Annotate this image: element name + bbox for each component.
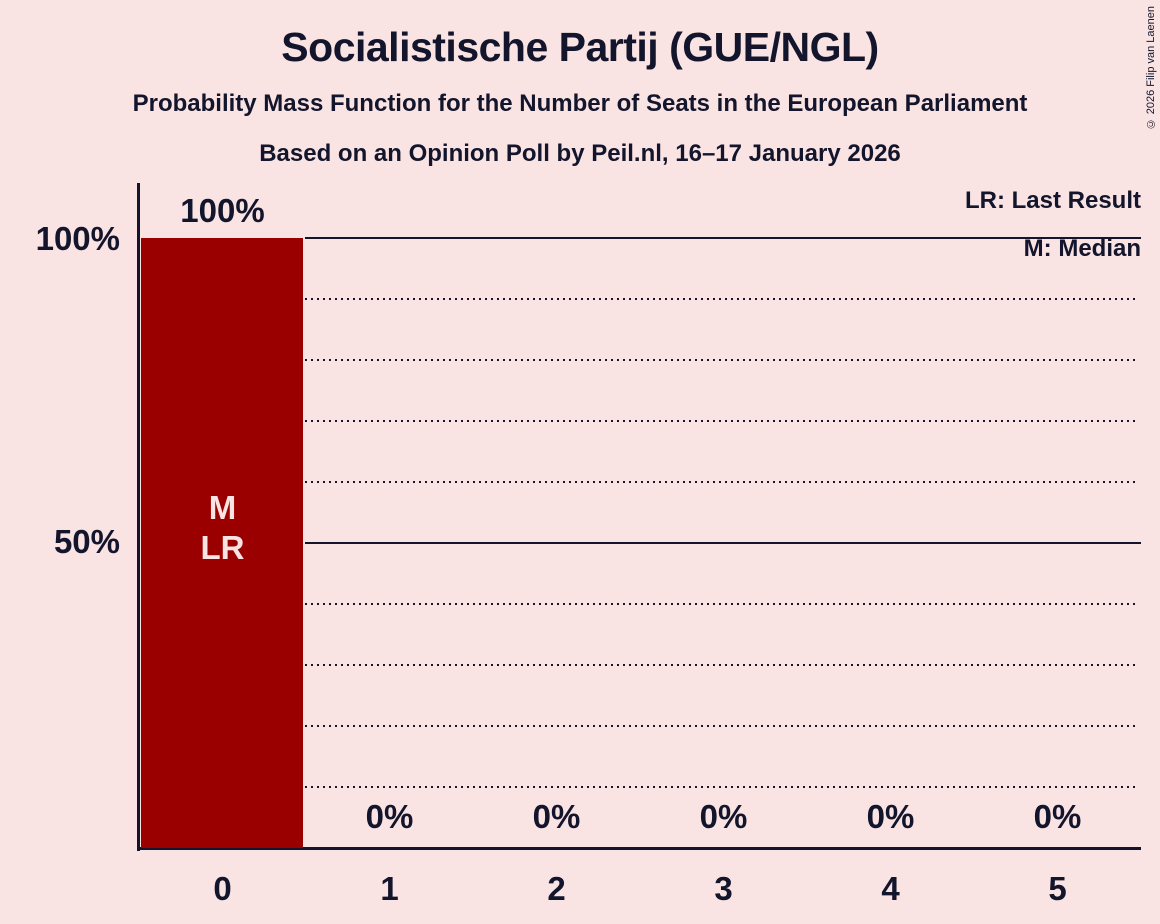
x-axis-label-0: 0 — [213, 870, 232, 907]
gridline-dotted-60 — [305, 481, 1137, 483]
gridline-solid-100 — [305, 237, 1141, 239]
gridline-dotted-80 — [305, 359, 1137, 361]
gridline-dotted-20 — [305, 725, 1137, 727]
bar-value-label-5: 0% — [1033, 798, 1082, 835]
last-result-marker: LR — [200, 529, 245, 566]
bar-value-label-4: 0% — [866, 798, 915, 835]
gridline-dotted-10 — [305, 786, 1137, 788]
chart-title: Socialistische Partij (GUE/NGL) — [281, 24, 879, 70]
x-axis-label-2: 2 — [547, 870, 566, 907]
x-axis-label-1: 1 — [380, 870, 399, 907]
bar-value-label-2: 0% — [532, 798, 581, 835]
bar-seats-0 — [141, 238, 303, 848]
median-last-result-annotation: M LR — [201, 488, 245, 568]
gridline-solid-50 — [305, 542, 1141, 544]
bar-value-label-3: 0% — [699, 798, 748, 835]
y-axis-label-100: 100% — [35, 220, 120, 257]
x-axis-label-3: 3 — [714, 870, 733, 907]
legend-last-result: LR: Last Result — [964, 187, 1141, 214]
gridline-dotted-40 — [305, 603, 1137, 605]
gridline-dotted-70 — [305, 420, 1137, 422]
x-axis-line — [137, 847, 1141, 850]
x-axis-label-4: 4 — [881, 870, 900, 907]
x-axis-label-5: 5 — [1048, 870, 1067, 907]
chart-poll-info: Based on an Opinion Poll by Peil.nl, 16–… — [259, 140, 901, 167]
legend-median: M: Median — [1023, 235, 1141, 262]
chart-subtitle: Probability Mass Function for the Number… — [132, 90, 1028, 117]
y-axis-label-50: 50% — [53, 523, 120, 560]
y-axis-line — [137, 183, 140, 851]
bar-value-label-0: 100% — [180, 192, 265, 229]
median-marker: M — [208, 489, 237, 526]
gridline-dotted-30 — [305, 664, 1137, 666]
bar-value-label-1: 0% — [365, 798, 414, 835]
gridline-dotted-90 — [305, 298, 1137, 300]
